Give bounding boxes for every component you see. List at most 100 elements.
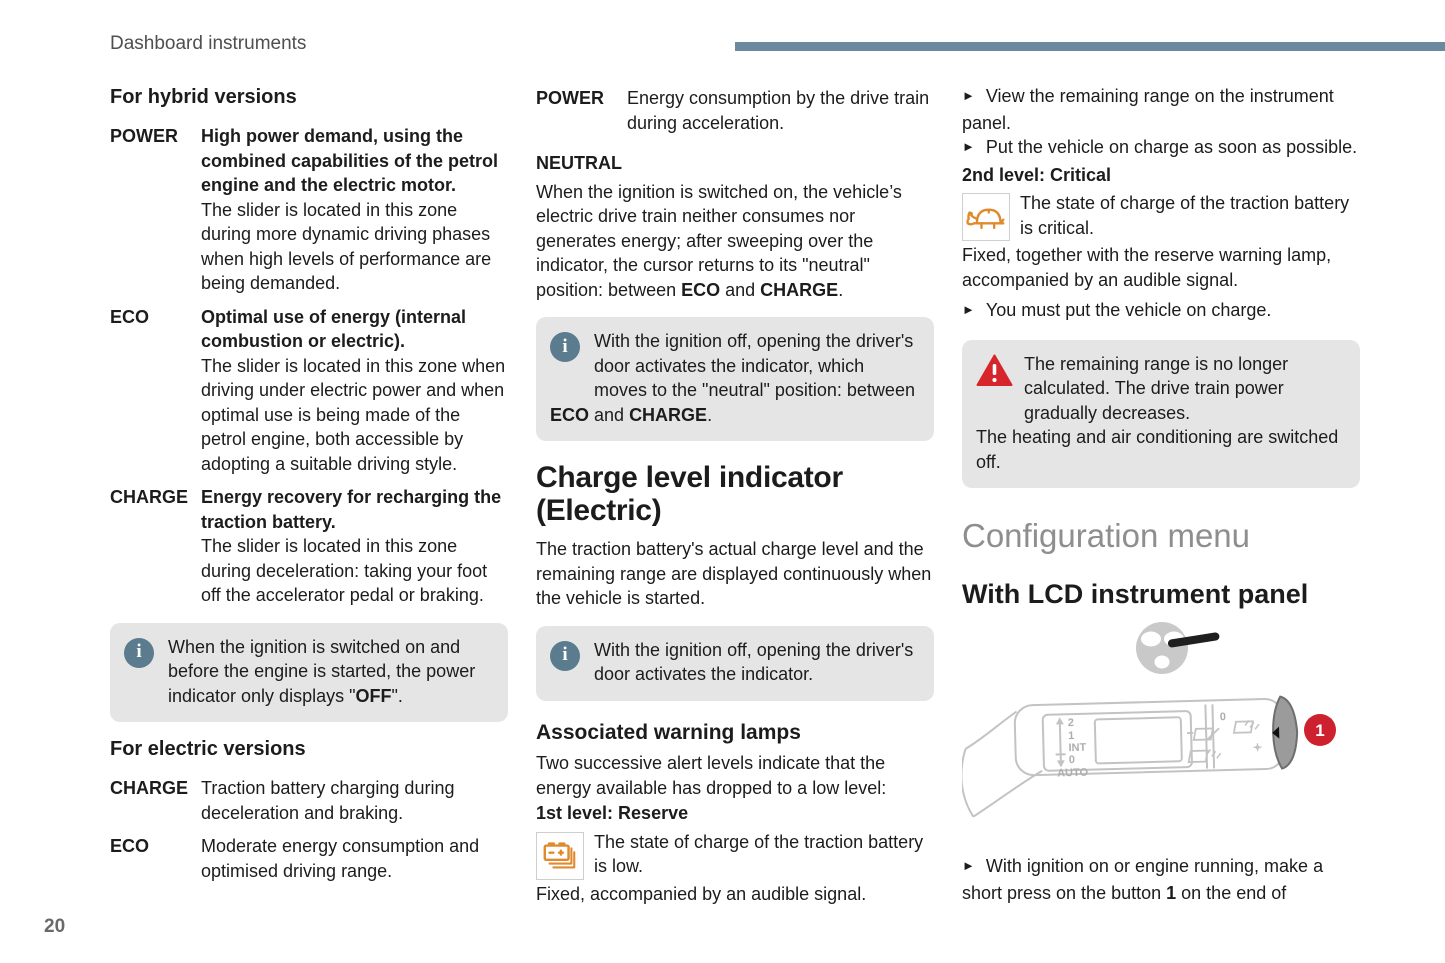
heading-2nd-level-critical: 2nd level: Critical	[962, 164, 1112, 185]
term-charge: CHARGE	[110, 487, 189, 507]
arrow-bullet-icon: ►	[962, 858, 975, 873]
heading-hybrid-versions: For hybrid versions	[110, 86, 297, 108]
warning-text-2: The heating and air conditioning are swi…	[976, 427, 1339, 472]
stalk-label-int: INT	[1068, 742, 1086, 754]
info-icon: i	[550, 638, 594, 684]
term-charge-definition: Energy recovery for recharging the tract…	[201, 485, 508, 608]
neutral-text: When the ignition is switched on, the ve…	[536, 181, 902, 300]
info-and: and	[589, 404, 630, 425]
info-callout-power-off: i When the ignition is switched on and b…	[110, 622, 508, 722]
bullet-must-charge: ► You must put the vehicle on charge.	[962, 298, 1360, 325]
term-power-lead: High power demand, using the combined ca…	[201, 126, 499, 195]
bullet-bold-1: 1	[1166, 882, 1177, 903]
term-eco: ECO	[110, 306, 150, 327]
reserve-lamp-after: Fixed, accompanied by an audible signal.	[536, 883, 867, 904]
stalk-label-auto: AUTO	[1057, 767, 1089, 780]
hybrid-terms-list: POWER High power demand, using the combi…	[110, 124, 508, 608]
header-accent-bar	[735, 42, 1445, 51]
term-power-2: POWER	[536, 88, 605, 108]
warning-callout-range: The remaining range is no longer calcula…	[962, 339, 1360, 488]
column-middle: POWER Energy consumption by the drive tr…	[536, 84, 934, 906]
info-callout-ignition-off-2: i With the ignition off, opening the dri…	[536, 625, 934, 701]
term-charge-electric: CHARGE	[110, 778, 189, 798]
neutral-end: .	[838, 279, 844, 300]
bullet-put-on-charge: ► Put the vehicle on charge as soon as po…	[962, 135, 1360, 162]
column-right: ► View the remaining range on the instrum…	[960, 84, 1360, 905]
charge-level-text: The traction battery's actual charge lev…	[536, 539, 932, 608]
battery-low-warning-lamp-icon	[536, 831, 584, 880]
warning-lamps-intro: Two successive alert levels indicate tha…	[536, 753, 887, 798]
neutral-eco-bold: ECO	[681, 279, 721, 300]
critical-lamp-text: The state of charge of the traction batt…	[1020, 193, 1350, 238]
neutral-charge-bold: CHARGE	[760, 279, 839, 300]
term-eco-electric-text: Moderate energy consumption and optimise…	[201, 836, 480, 881]
power-row: POWER Energy consumption by the drive tr…	[536, 86, 934, 135]
heading-associated-warning-lamps: Associated warning lamps	[536, 720, 801, 744]
warning-triangle-icon	[976, 352, 1024, 404]
term-power-2-text: Energy consumption by the drive train du…	[627, 88, 930, 133]
bullet-view-range: ► View the remaining range on the instrum…	[962, 84, 1360, 135]
heading-charge-level-indicator: Charge level indicator (Electric)	[536, 461, 843, 527]
heading-configuration-menu: Configuration menu	[962, 517, 1251, 554]
info-charge-bold: CHARGE	[629, 404, 708, 425]
info-icon: i	[550, 329, 594, 379]
term-eco-electric: ECO	[110, 836, 150, 856]
wiper-stalk-illustration: 2 1 INT 0 AUTO 0 1	[960, 616, 1360, 854]
reserve-lamp-text: The state of charge of the traction batt…	[594, 831, 924, 877]
bullet-short-press: ► With ignition on or engine running, mak…	[962, 854, 1360, 905]
turtle-warning-lamp-icon	[962, 193, 1010, 241]
page-title: Dashboard instruments	[110, 33, 307, 54]
critical-lamp-row: The state of charge of the traction batt…	[962, 191, 1360, 241]
battery-icon	[543, 841, 576, 868]
bullet-text: With ignition on or engine running, make…	[962, 856, 1324, 903]
info-icon-glyph: i	[550, 332, 580, 362]
bullet-text: You must put the vehicle on charge.	[985, 300, 1272, 320]
steering-wheel-icon	[1136, 622, 1220, 674]
term-charge-electric-text: Traction battery charging during deceler…	[201, 778, 455, 823]
term-power-text: The slider is located in this zone durin…	[201, 199, 492, 294]
electric-terms-list: CHARGE Traction battery charging during …	[110, 776, 508, 883]
term-eco-lead: Optimal use of energy (internal combusti…	[201, 306, 467, 352]
term-charge-lead: Energy recovery for recharging the tract…	[201, 487, 502, 532]
button-1-badge: 1	[1304, 714, 1336, 746]
info-text-end: ".	[391, 685, 403, 706]
info-end: .	[707, 404, 713, 425]
heading-electric-versions: For electric versions	[110, 738, 306, 760]
term-eco-definition: Optimal use of energy (internal combusti…	[201, 305, 508, 477]
heading-lcd-instrument-panel: With LCD instrument panel	[962, 579, 1309, 609]
reserve-lamp-row: The state of charge of the traction batt…	[536, 830, 934, 880]
heading-1st-level-reserve: 1st level: Reserve	[536, 803, 689, 823]
neutral-and: and	[720, 279, 761, 300]
stalk-label-2: 2	[1068, 717, 1074, 729]
warning-text-1: The remaining range is no longer calcula…	[1024, 353, 1289, 423]
term-power-definition: High power demand, using the combined ca…	[201, 124, 508, 296]
info-text: When the ignition is switched on and bef…	[168, 636, 476, 706]
column-left: For hybrid versions POWER High power dem…	[110, 84, 508, 885]
info-icon-glyph: i	[550, 640, 580, 671]
arrow-bullet-icon: ►	[962, 139, 975, 154]
turtle-icon	[966, 208, 1005, 230]
stalk-labels: 2 1 INT 0 AUTO 0	[1057, 711, 1226, 780]
bullet-text: Put the vehicle on charge as soon as pos…	[985, 137, 1358, 157]
term-charge-text: The slider is located in this zone durin…	[201, 536, 488, 605]
info-callout-ignition-off-1: i With the ignition off, opening the dri…	[536, 317, 934, 441]
info-text-bold: OFF	[355, 685, 392, 706]
stalk-label-0: 0	[1069, 754, 1075, 766]
stalk-label-1: 1	[1068, 730, 1074, 742]
term-eco-text: The slider is located in this zone when …	[201, 355, 506, 474]
info-icon-glyph: i	[124, 637, 154, 668]
page-number: 20	[44, 916, 66, 937]
info-icon: i	[124, 635, 168, 685]
critical-lamp-after: Fixed, together with the reserve warning…	[962, 245, 1332, 290]
arrow-bullet-icon: ►	[962, 88, 975, 103]
stalk-label-wiper-0: 0	[1220, 711, 1226, 723]
term-power: POWER	[110, 126, 179, 146]
info-text: With the ignition off, opening the drive…	[594, 331, 915, 400]
arrow-bullet-icon: ►	[962, 302, 975, 317]
heading-neutral: NEUTRAL	[536, 153, 622, 173]
stalk-body	[960, 695, 1299, 818]
info-text: With the ignition off, opening the drive…	[594, 639, 914, 685]
bullet-text-end: on the end of	[1176, 882, 1287, 903]
neutral-paragraph: When the ignition is switched on, the ve…	[536, 180, 934, 303]
info-eco-bold: ECO	[550, 404, 590, 425]
